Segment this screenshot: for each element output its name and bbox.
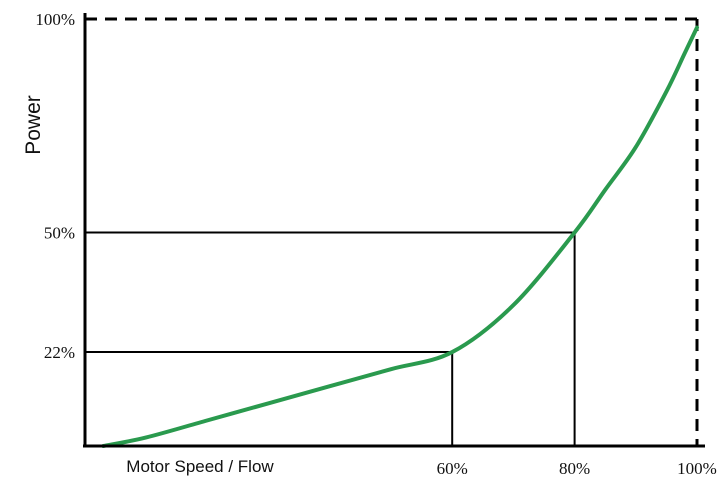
- limit-lines: [85, 17, 699, 446]
- y-tick-label: 22%: [44, 343, 75, 362]
- reference-lines: [85, 231, 576, 446]
- x-axis-title: Motor Speed / Flow: [126, 457, 274, 476]
- x-tick-labels: 60% 80% 100%: [437, 459, 717, 478]
- y-axis-title: Power: [22, 95, 45, 155]
- y-tick-label: 100%: [35, 10, 75, 29]
- power-curve: [101, 25, 699, 448]
- x-tick-label: 100%: [677, 459, 717, 478]
- x-tick-label: 80%: [559, 459, 590, 478]
- y-tick-labels: 22% 50% 100%: [35, 10, 75, 362]
- x-tick-label: 60%: [437, 459, 468, 478]
- y-tick-label: 50%: [44, 224, 75, 243]
